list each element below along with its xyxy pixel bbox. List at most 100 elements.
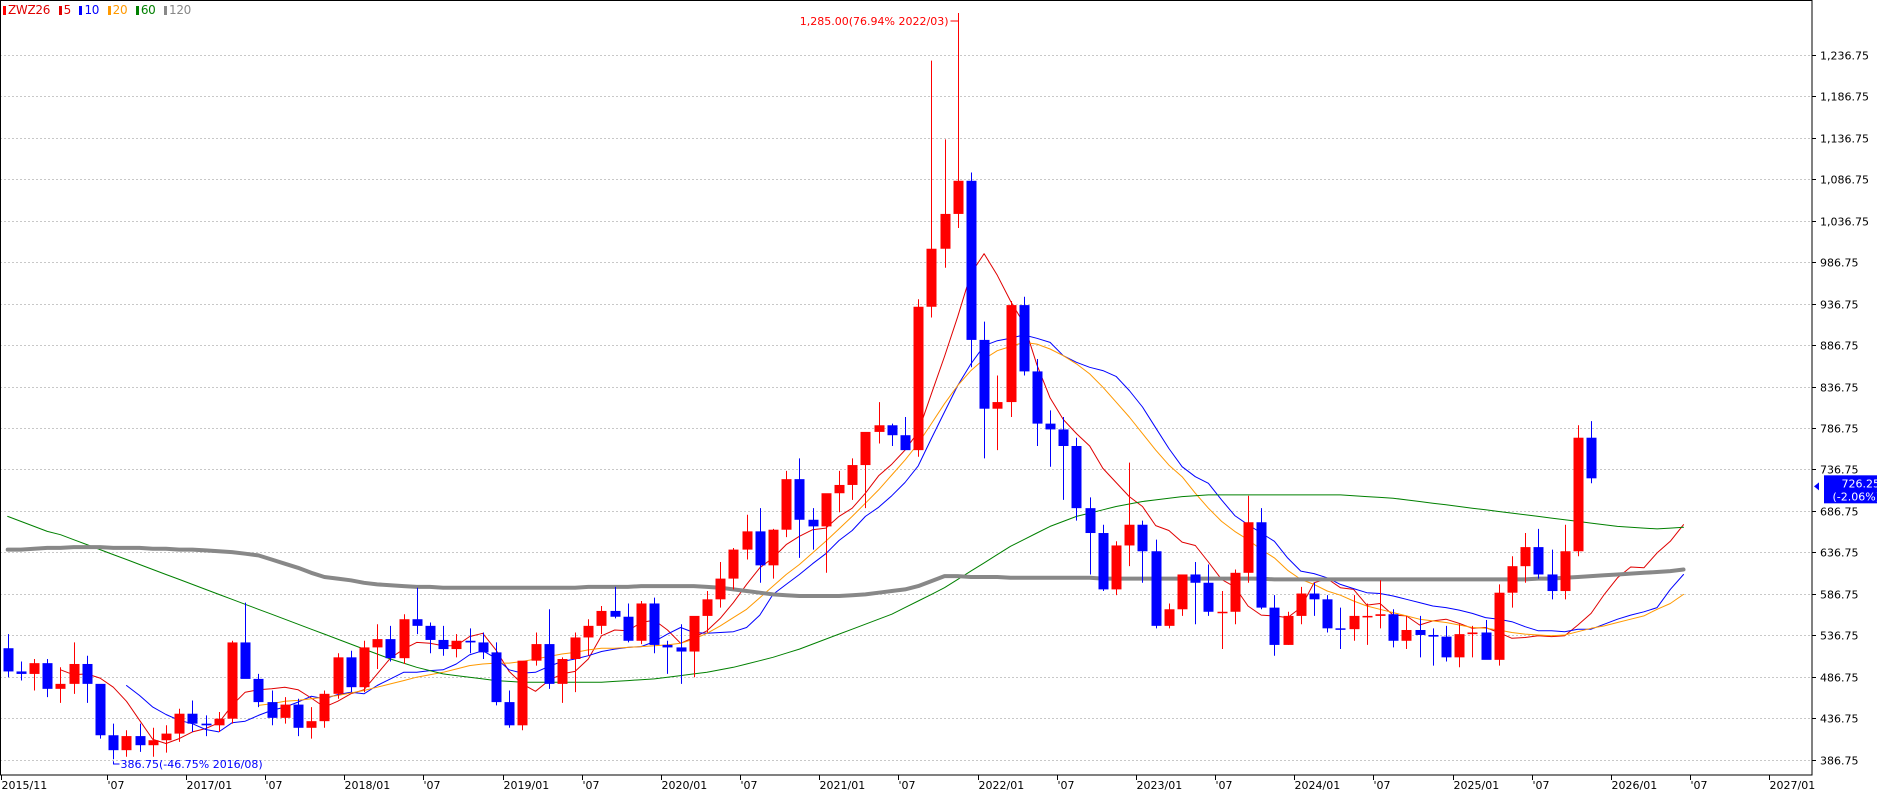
candle-body (1033, 371, 1043, 423)
candle-body (281, 705, 291, 718)
candle-up (769, 529, 779, 579)
candle-down (545, 609, 555, 689)
candle-down (83, 656, 93, 703)
candle-up (162, 725, 172, 752)
legend-symbol: ZWZ26 (8, 3, 50, 17)
candle-down (1548, 550, 1558, 600)
candle-down (980, 322, 990, 459)
candle-body (347, 657, 357, 687)
candle-up (360, 641, 370, 692)
candle-up (1495, 584, 1505, 665)
y-tick-label: 1,036.75 (1820, 216, 1869, 229)
candle-down (1534, 529, 1544, 579)
y-tick-label: 886.75 (1820, 340, 1859, 353)
x-tick-label: '07 (899, 779, 916, 792)
candle-body (637, 603, 647, 640)
candle-down (43, 659, 53, 697)
candle-body (466, 641, 476, 643)
x-tick-label: 2026/01 (1612, 779, 1658, 792)
ma10-swatch (79, 6, 82, 15)
candle-body (320, 694, 330, 721)
candle-body (268, 702, 278, 718)
candle-body (334, 657, 344, 693)
legend-ma120: 120 (169, 3, 191, 17)
candle-down (268, 691, 278, 726)
candle-body (1152, 551, 1162, 626)
candle-up (1125, 463, 1135, 567)
candle-up (927, 61, 937, 318)
candle-body (122, 736, 132, 750)
candle-down (1072, 438, 1082, 521)
candle-body (1561, 551, 1571, 591)
x-tick-label: '07 (1533, 779, 1550, 792)
moving-average-lines (8, 254, 1684, 744)
candle-down (1086, 497, 1096, 574)
candle-body (1020, 305, 1030, 371)
candle-body (294, 705, 304, 728)
candle-up (307, 707, 317, 738)
ma-line-5 (61, 254, 1684, 744)
candle-body (136, 736, 146, 745)
y-tick-label: 1,086.75 (1820, 174, 1869, 187)
candle-down (96, 684, 106, 739)
candle-body (993, 402, 1003, 409)
candle-body (1099, 533, 1109, 589)
candle-body (809, 520, 819, 527)
candle-body (17, 671, 27, 673)
candle-body (1389, 614, 1399, 641)
candle-body (479, 642, 489, 652)
y-tick-label: 1,236.75 (1820, 50, 1869, 63)
candle-body (1508, 566, 1518, 593)
candle-body (162, 734, 172, 741)
candle-down (188, 700, 198, 731)
legend-ma60: 60 (141, 3, 156, 17)
candle-down (109, 724, 119, 760)
candle-body (650, 603, 660, 644)
candle-body (861, 432, 871, 465)
candle-down (1204, 565, 1214, 616)
candle-body (1086, 508, 1096, 533)
legend-ma20: 20 (113, 3, 128, 17)
chart-legend: ZWZ26 5 10 20 60 120 (3, 3, 191, 17)
y-tick-label: 586.75 (1820, 589, 1859, 602)
candle-body (452, 641, 462, 649)
low-annotation-leader (114, 761, 120, 764)
candle-body (888, 425, 898, 435)
x-tick-label: 2023/01 (1137, 779, 1183, 792)
candle-up (518, 661, 528, 731)
candle-down (624, 603, 634, 642)
candle-down (1138, 521, 1148, 583)
candle-body (1191, 574, 1201, 582)
y-tick-label: 1,186.75 (1820, 91, 1869, 104)
candle-body (941, 214, 951, 249)
candle-body (1231, 573, 1241, 612)
candle-down (1429, 628, 1439, 665)
candle-up (597, 606, 607, 634)
y-tick-label: 436.75 (1820, 713, 1859, 726)
candle-body (1363, 616, 1373, 618)
candle-body (518, 661, 528, 726)
candle-body (690, 616, 700, 652)
candle-body (149, 740, 159, 745)
candle-body (677, 647, 687, 651)
candle-down (136, 724, 146, 752)
candle-body (545, 644, 555, 684)
candle-down (1033, 359, 1043, 446)
candle-down (505, 691, 515, 728)
candle-body (492, 652, 502, 702)
candle-body (1350, 616, 1360, 629)
candle-up (1521, 533, 1531, 583)
candle-body (901, 435, 911, 450)
candle-body (1165, 609, 1175, 626)
candle-down (888, 424, 898, 446)
candle-body (1218, 612, 1228, 614)
candle-body (4, 648, 14, 671)
candle-body (373, 639, 383, 647)
y-tick-label: 486.75 (1820, 672, 1859, 685)
candle-up (373, 624, 383, 669)
candle-body (1310, 594, 1320, 600)
candle-body (1204, 583, 1214, 612)
candle-body (703, 599, 713, 616)
